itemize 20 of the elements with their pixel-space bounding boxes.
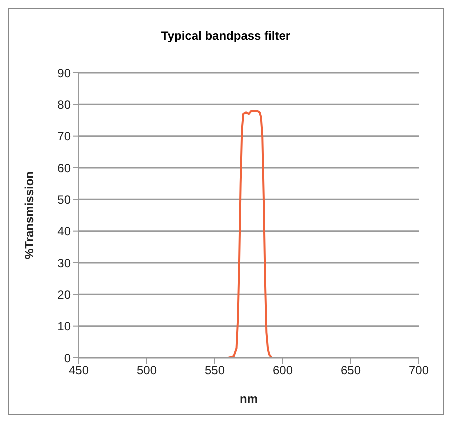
x-tick-label: 500 [136, 364, 158, 378]
y-tick-label: 50 [58, 192, 72, 207]
y-tick-label: 80 [58, 98, 72, 112]
y-axis-title: %Transmission [22, 171, 36, 260]
y-tick-label: 40 [58, 224, 72, 239]
y-tick-label: 60 [58, 161, 72, 176]
x-tick-label: 600 [272, 364, 294, 378]
x-tick-label: 700 [408, 364, 430, 378]
chart-title: Typical bandpass filter [160, 29, 292, 43]
x-tick-label: 550 [204, 364, 226, 378]
x-axis-title: nm [240, 392, 258, 406]
y-tick-label: 90 [58, 66, 72, 80]
y-tick-label: 70 [58, 130, 72, 144]
y-tick-label: 30 [58, 256, 72, 270]
y-tick-label: 0 [64, 351, 72, 366]
y-tick-label: 20 [58, 288, 72, 302]
x-tick-label: 650 [340, 364, 362, 378]
y-tick-label: 10 [58, 320, 72, 334]
line-series [166, 110, 350, 358]
x-tick-label: 450 [68, 364, 90, 378]
